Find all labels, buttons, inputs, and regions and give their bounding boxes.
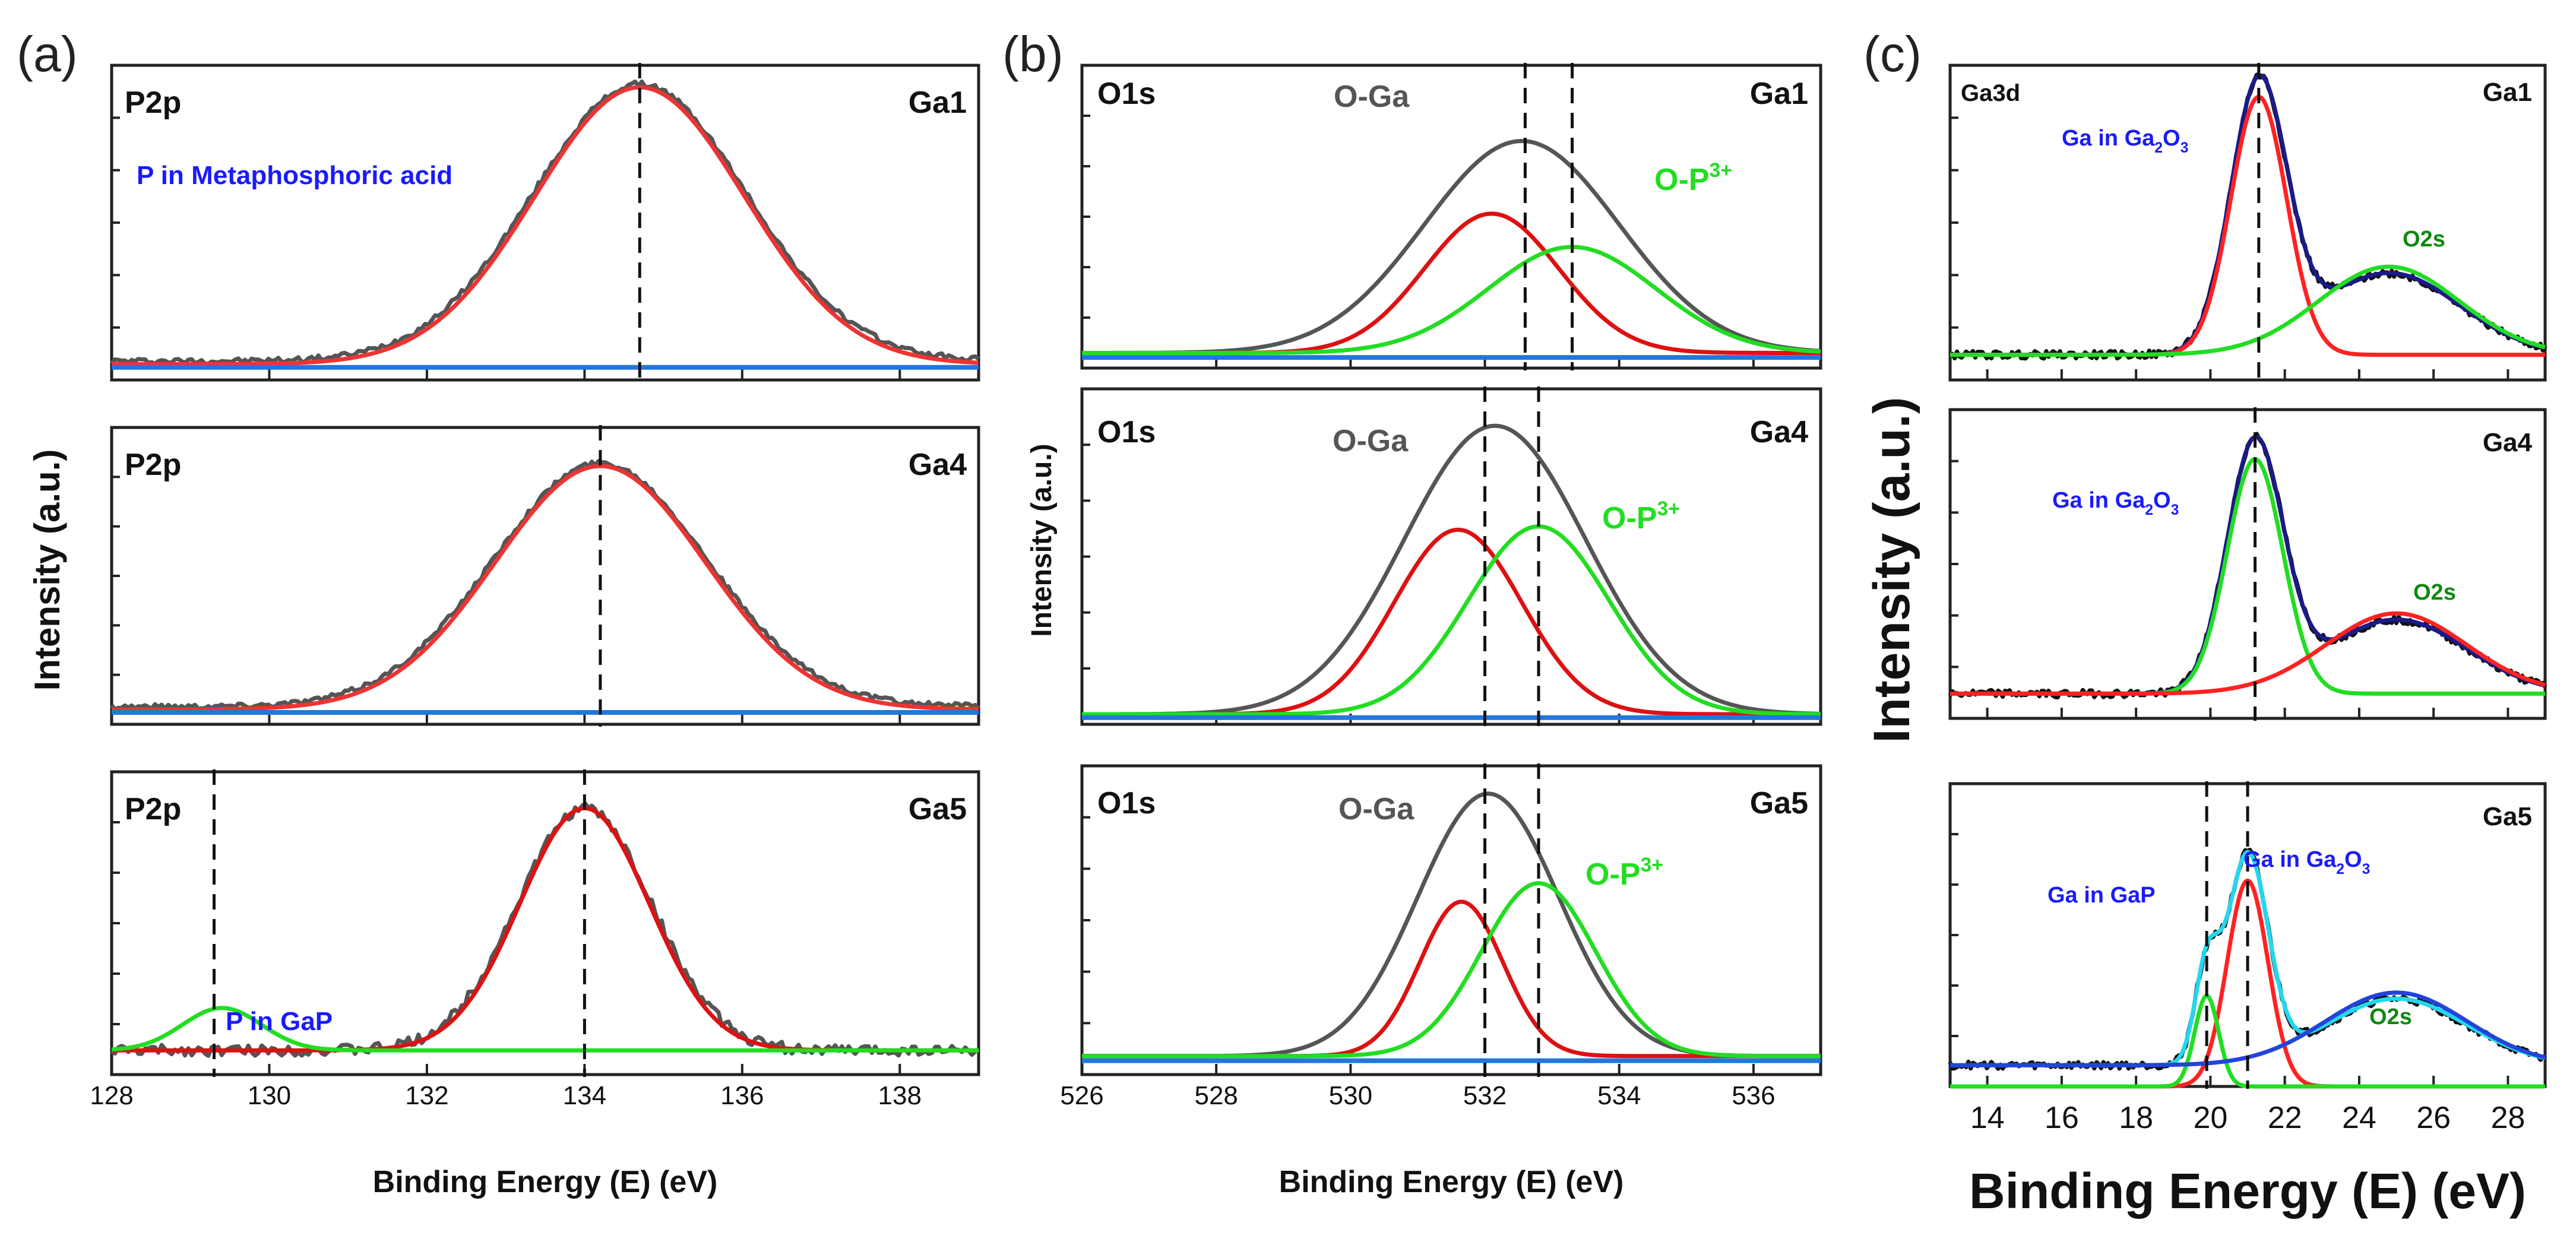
peak-annotation: Ga in GaP xyxy=(2047,883,2156,908)
subplot-ga1: P2p Ga1 P in Metaphosphoric acid xyxy=(110,63,980,382)
sample-label: Ga5 xyxy=(909,792,967,826)
panel-label: (b) xyxy=(1002,26,1064,82)
series-line-1 xyxy=(112,464,979,712)
x-axis-label: Binding Energy (E) (eV) xyxy=(1969,1163,2526,1219)
sample-label: Ga4 xyxy=(909,448,967,482)
peak-annotation: Ga in Ga2O3 xyxy=(2243,847,2370,877)
x-tick-label: 130 xyxy=(248,1081,291,1110)
sample-label: Ga1 xyxy=(2483,78,2532,107)
panel-c: (c) Ga3d Ga1 Ga in Ga2O3 O2s Ga4 Ga in Ga2O3 O2… xyxy=(1863,26,2547,1219)
peak-annotation: O-Ga xyxy=(1334,80,1410,114)
sample-label: Ga1 xyxy=(1750,77,1808,111)
subplot-ga5: O1s Ga5 O-Ga O-P3+ xyxy=(1080,763,1822,1077)
series-line-1 xyxy=(112,85,979,366)
plot-frame xyxy=(110,426,980,726)
series-line-2 xyxy=(1082,245,1821,355)
series-line-2 xyxy=(1082,524,1821,717)
x-tick-label: 28 xyxy=(2490,1101,2525,1135)
y-axis-label: Intensity (a.u.) xyxy=(1026,443,1058,636)
sample-label: Ga1 xyxy=(909,85,967,120)
subplot-ga4: Ga4 Ga in Ga2O3 O2s xyxy=(1948,407,2547,721)
series-line-0 xyxy=(110,459,980,711)
x-tick-label: 530 xyxy=(1329,1081,1372,1110)
peak-annotation: Ga in Ga2O3 xyxy=(2052,488,2179,518)
sample-label: Ga4 xyxy=(2483,428,2533,457)
panel-label: (a) xyxy=(17,26,78,82)
element-label: O1s xyxy=(1097,415,1156,449)
x-tick-label: 526 xyxy=(1060,1081,1103,1110)
y-axis-label: Intensity (a.u.) xyxy=(27,449,67,691)
x-tick-label: 14 xyxy=(1970,1101,2005,1135)
plot-frame xyxy=(1080,387,1822,726)
subplot-ga5: P2p Ga5 P in GaP xyxy=(110,769,980,1077)
subplot-ga4: O1s Ga4 O-Ga O-P3+ xyxy=(1080,386,1822,727)
element-label: P2p xyxy=(125,792,181,826)
peak-annotation: O2s xyxy=(2403,227,2445,252)
peak-annotation: O-Ga xyxy=(1338,792,1414,826)
x-tick-label: 132 xyxy=(405,1081,448,1110)
series-line-0 xyxy=(110,801,980,1058)
x-tick-label: 536 xyxy=(1732,1081,1775,1110)
x-tick-label: 16 xyxy=(2045,1101,2079,1135)
peak-annotation: O-P3+ xyxy=(1602,498,1680,536)
series-line-3 xyxy=(1950,264,2546,357)
sample-label: Ga5 xyxy=(2483,802,2532,831)
x-tick-label: 24 xyxy=(2342,1101,2376,1135)
plot-frame xyxy=(1080,64,1822,370)
peak-annotation: O-P3+ xyxy=(1654,159,1732,197)
x-tick-label: 138 xyxy=(878,1081,922,1110)
sample-label: Ga5 xyxy=(1750,786,1808,820)
series-line-3 xyxy=(1950,611,2546,696)
x-tick-label: 134 xyxy=(563,1081,606,1110)
x-tick-label: 136 xyxy=(720,1081,764,1110)
element-label: P2p xyxy=(125,85,181,120)
element-label: P2p xyxy=(125,448,181,482)
x-tick-label: 534 xyxy=(1597,1081,1641,1110)
element-label: O1s xyxy=(1097,786,1156,820)
peak-annotation: P in Metaphosphoric acid xyxy=(137,161,452,190)
series-line-2 xyxy=(111,1006,979,1053)
plot-frame xyxy=(110,770,980,1076)
element-label: O1s xyxy=(1097,77,1156,111)
x-tick-label: 532 xyxy=(1463,1081,1507,1110)
x-tick-label: 128 xyxy=(90,1081,133,1110)
x-axis-label: Binding Energy (E) (eV) xyxy=(373,1165,718,1199)
subplot-ga1: Ga3d Ga1 Ga in Ga2O3 O2s xyxy=(1948,63,2547,382)
sample-label: Ga4 xyxy=(1750,415,1808,449)
element-label: Ga3d xyxy=(1961,80,2020,106)
plot-frame xyxy=(1080,764,1822,1076)
plot-frame xyxy=(1948,408,2547,720)
peak-annotation: O2s xyxy=(2369,1005,2412,1029)
peak-annotation: Ga in Ga2O3 xyxy=(2062,126,2188,156)
panel-label: (c) xyxy=(1863,26,1922,82)
series-line-0 xyxy=(110,79,980,366)
x-tick-label: 22 xyxy=(2268,1101,2302,1135)
subplot-ga5: Ga5 Ga in GaP Ga in Ga2O3 O2s xyxy=(1948,781,2547,1089)
plot-frame xyxy=(110,64,980,382)
peak-annotation: O2s xyxy=(2413,580,2456,605)
peak-annotation: O-P3+ xyxy=(1586,854,1663,892)
y-axis-label: Intensity (a.u.) xyxy=(1863,397,1920,743)
x-tick-label: 20 xyxy=(2193,1101,2227,1135)
series-line-2 xyxy=(1082,881,1821,1059)
subplot-ga1: O1s Ga1 O-Ga O-P3+ xyxy=(1080,63,1822,370)
x-tick-label: 528 xyxy=(1194,1081,1238,1110)
peak-annotation: P in GaP xyxy=(226,1007,333,1036)
x-tick-label: 18 xyxy=(2119,1101,2153,1135)
x-axis-label: Binding Energy (E) (eV) xyxy=(1279,1165,1624,1199)
subplot-ga4: P2p Ga4 xyxy=(110,425,980,727)
peak-annotation: O-Ga xyxy=(1333,424,1409,458)
x-tick-label: 26 xyxy=(2416,1101,2451,1135)
